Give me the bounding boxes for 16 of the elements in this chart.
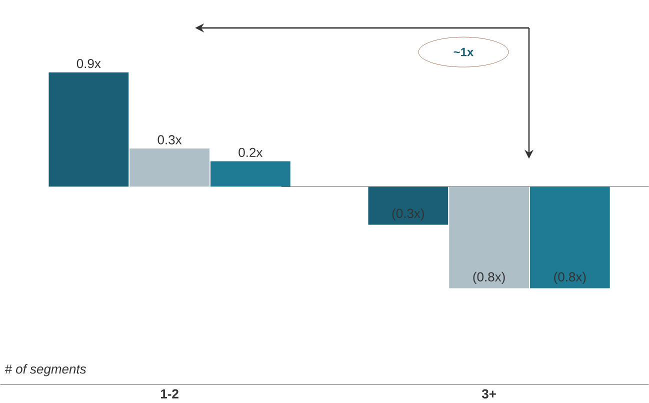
data-label: 0.3x — [158, 135, 182, 144]
bar — [449, 186, 529, 288]
bar — [48, 72, 129, 187]
x-tick-label: 1-2 — [160, 389, 178, 398]
bar — [368, 186, 448, 225]
text: ~1x — [454, 48, 474, 56]
data-label: (0.8x) — [554, 272, 586, 284]
data-label: (0.3x) — [392, 208, 424, 221]
bar — [210, 161, 290, 187]
data-label: (0.8x) — [473, 272, 505, 284]
bar — [530, 186, 610, 288]
data-label: 0.9x — [76, 59, 101, 68]
data-label: 0.2x — [238, 148, 263, 158]
x-tick-label: 3+ — [482, 389, 496, 399]
x-axis-title: # of segments — [4, 364, 86, 376]
bar — [130, 148, 210, 187]
